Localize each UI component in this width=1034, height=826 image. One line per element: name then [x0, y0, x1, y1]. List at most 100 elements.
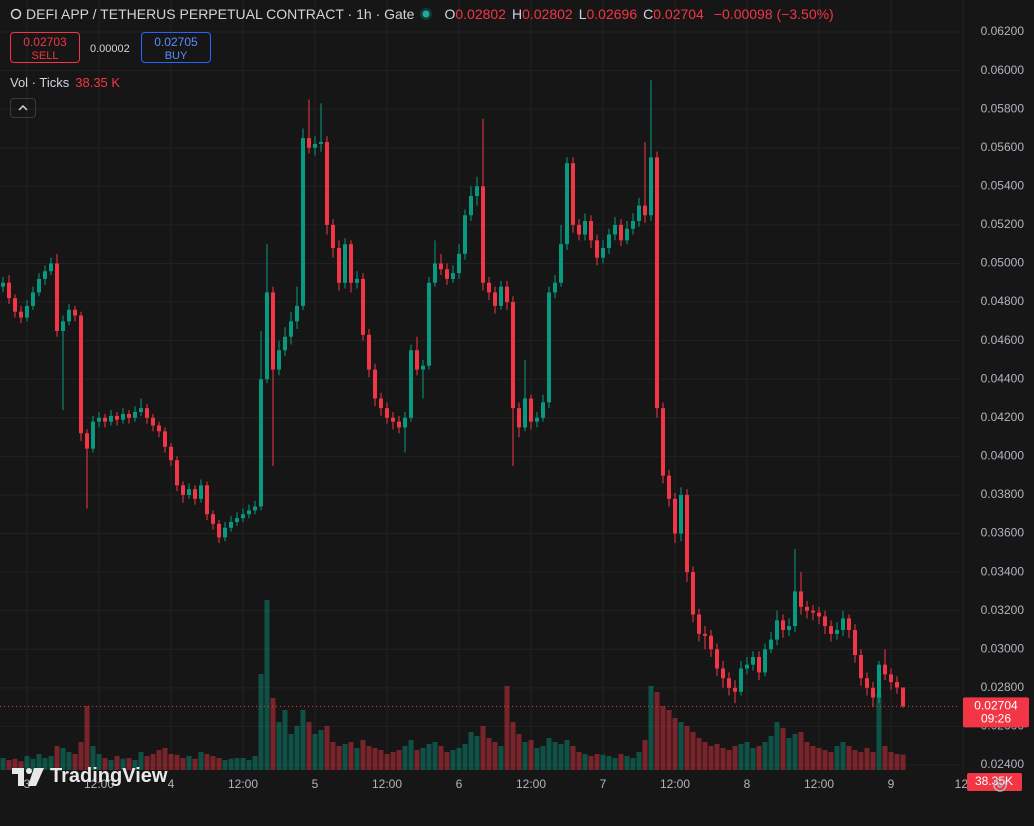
volume-bar [528, 740, 534, 770]
volume-bar [516, 734, 522, 770]
candle-body [265, 292, 269, 380]
candle-body [193, 489, 197, 499]
volume-bar [540, 746, 546, 770]
volume-bar [672, 718, 678, 770]
x-tick-label: 12:00 [660, 777, 690, 791]
volume-bar [138, 752, 144, 770]
volume-bar [588, 756, 594, 770]
volume-bar [714, 744, 720, 770]
volume-bar [336, 746, 342, 770]
candle-body [613, 224, 617, 235]
collapse-button[interactable] [10, 98, 36, 118]
volume-bar [756, 746, 762, 770]
volume-bar [390, 752, 396, 770]
candle-body [319, 141, 323, 144]
volume-bar [228, 758, 234, 770]
candle-body [301, 138, 305, 306]
candle-body [547, 292, 551, 403]
volume-bar [420, 748, 426, 770]
chevron [18, 104, 28, 111]
volume-bar [762, 742, 768, 770]
volume-bar [360, 740, 366, 770]
candle-body [181, 485, 185, 495]
candle-body [871, 687, 875, 698]
candle-body [97, 417, 101, 422]
candle-body [769, 639, 773, 650]
volume-bar [486, 738, 492, 770]
volume-bar [426, 744, 432, 770]
candle-body [127, 413, 131, 418]
candle-body [625, 228, 629, 241]
candle-body [175, 460, 179, 486]
volume-bar [492, 742, 498, 770]
volume-bar [234, 758, 240, 770]
candle-body [691, 572, 695, 615]
last-price-label: 0.02704 [974, 699, 1018, 713]
volume-bar [312, 734, 318, 770]
candle-body [79, 315, 83, 434]
volume-bar [252, 756, 258, 770]
candle-body [199, 485, 203, 499]
candle-body [205, 485, 209, 515]
volume-bar [240, 758, 246, 770]
volume-bar [114, 756, 120, 770]
candle-body [217, 523, 221, 538]
volume-title: Vol · Ticks [10, 75, 70, 90]
candle-body [223, 527, 227, 538]
candle-body [367, 334, 371, 370]
volume-bar [780, 728, 786, 770]
volume-bar [378, 750, 384, 770]
y-tick-label: 0.05000 [981, 256, 1025, 270]
volume-bar [402, 746, 408, 770]
volume-bar [504, 686, 510, 770]
candle-body [757, 656, 761, 673]
volume-bar [354, 748, 360, 770]
candle-body [433, 263, 437, 283]
volume-bar [534, 748, 540, 770]
legend-key: H [511, 6, 523, 22]
volume-bar [438, 746, 444, 770]
y-tick-label: 0.04600 [981, 333, 1025, 347]
volume-bar [48, 756, 54, 770]
candle-body [541, 402, 545, 418]
legend-key: O [444, 6, 456, 22]
candle-body [295, 305, 299, 322]
candle-body [637, 205, 641, 222]
volume-bar [288, 734, 294, 770]
candle-body [535, 417, 539, 422]
sell-button[interactable]: 0.02703 SELL [10, 32, 80, 63]
candle-body [601, 248, 605, 258]
y-tick-label: 0.04800 [981, 294, 1025, 308]
candle-body [139, 408, 143, 413]
candle-body [73, 309, 77, 316]
y-tick-label: 0.04400 [981, 371, 1025, 385]
volume-bar [294, 726, 300, 770]
x-tick-label: 12:00 [84, 777, 114, 791]
volume-bar [186, 756, 192, 770]
volume-bar [324, 726, 330, 770]
volume-bar [600, 754, 606, 770]
candle-body [517, 408, 521, 428]
candle-body [685, 494, 689, 573]
watermark-logo [12, 767, 44, 786]
volume-bar [342, 744, 348, 770]
candle-body [529, 398, 533, 422]
y-tick-label: 0.02800 [981, 680, 1025, 694]
volume-bar [462, 744, 468, 770]
settings-icon[interactable] [993, 778, 1007, 792]
buy-button[interactable]: 0.02705 BUY [141, 32, 211, 63]
candle-body [229, 521, 233, 528]
volume-bar [96, 754, 102, 770]
y-tick-label: 0.05400 [981, 178, 1025, 192]
volume-bar [498, 746, 504, 770]
candle-body [841, 618, 845, 630]
y-tick-label: 0.04000 [981, 449, 1025, 463]
candle-body [799, 591, 803, 607]
volume-bar [864, 748, 870, 770]
candle-body [109, 415, 113, 422]
volume-bar [900, 754, 906, 770]
volume-bar [132, 760, 138, 770]
volume-bar [774, 722, 780, 770]
volume-bar [708, 746, 714, 770]
